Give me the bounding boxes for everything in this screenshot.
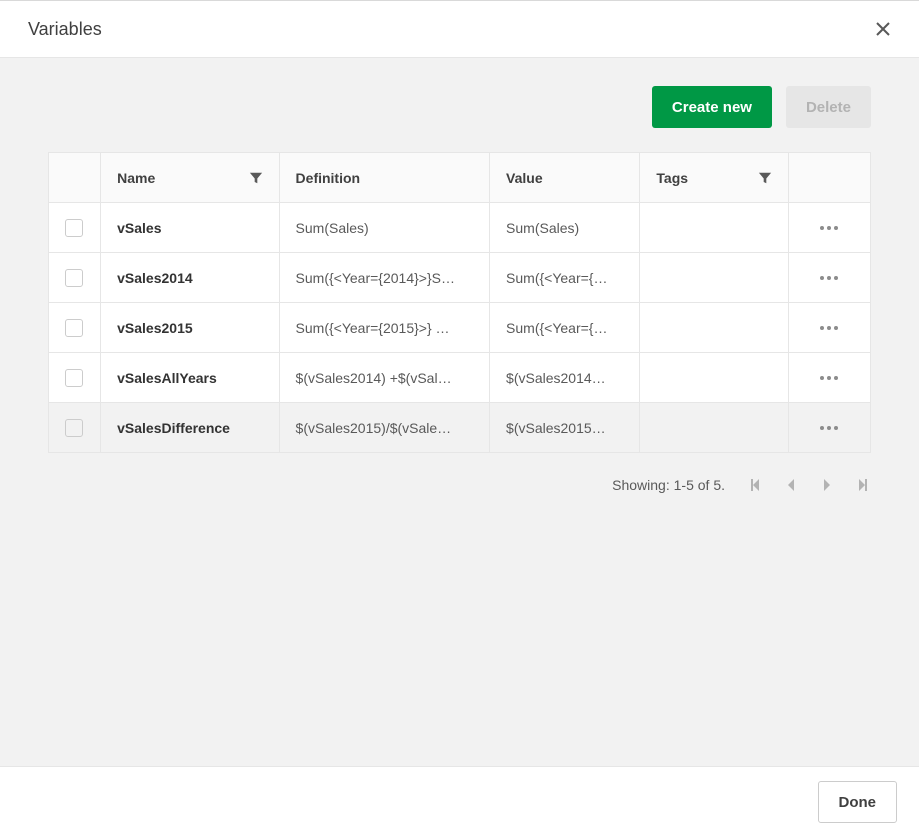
pager-last-button[interactable] [855, 477, 871, 493]
row-menu-button[interactable] [805, 203, 854, 252]
row-value-cell: Sum({<Year={… [490, 303, 640, 353]
row-checkbox-cell[interactable] [49, 253, 101, 303]
pager-next-button[interactable] [819, 477, 835, 493]
checkbox[interactable] [65, 269, 83, 287]
row-actions-cell [788, 203, 870, 253]
row-actions-cell [788, 403, 870, 453]
ellipsis-icon [819, 425, 839, 431]
row-value-cell: Sum({<Year={… [490, 253, 640, 303]
row-checkbox-cell[interactable] [49, 403, 101, 453]
row-value-cell: Sum(Sales) [490, 203, 640, 253]
dialog-footer: Done [0, 766, 919, 837]
row-definition-cell: Sum({<Year={2015}>} … [279, 303, 490, 353]
column-header-name-label: Name [117, 170, 155, 186]
table-body: vSalesSum(Sales)Sum(Sales)vSales2014Sum(… [49, 203, 871, 453]
dialog-header: Variables [0, 1, 919, 58]
column-header-value[interactable]: Value [490, 153, 640, 203]
table-row[interactable]: vSales2014Sum({<Year={2014}>}S…Sum({<Yea… [49, 253, 871, 303]
column-header-definition-label: Definition [296, 170, 361, 186]
close-button[interactable] [869, 15, 897, 43]
table-header-row: Name Definition Value T [49, 153, 871, 203]
row-name-cell: vSales2014 [101, 253, 279, 303]
row-definition-cell: $(vSales2014) +$(vSal… [279, 353, 490, 403]
create-new-button[interactable]: Create new [652, 86, 772, 128]
column-header-definition[interactable]: Definition [279, 153, 490, 203]
chevron-first-icon [747, 477, 763, 493]
ellipsis-icon [819, 225, 839, 231]
column-header-tags[interactable]: Tags [640, 153, 788, 203]
done-button[interactable]: Done [818, 781, 898, 823]
ellipsis-icon [819, 375, 839, 381]
checkbox[interactable] [65, 219, 83, 237]
row-name-cell: vSalesAllYears [101, 353, 279, 403]
row-menu-button[interactable] [805, 403, 854, 452]
row-menu-button[interactable] [805, 303, 854, 352]
row-name-cell: vSalesDifference [101, 403, 279, 453]
ellipsis-icon [819, 275, 839, 281]
row-actions-cell [788, 353, 870, 403]
chevron-left-icon [783, 477, 799, 493]
pager-prev-button[interactable] [783, 477, 799, 493]
column-header-name[interactable]: Name [101, 153, 279, 203]
row-checkbox-cell[interactable] [49, 203, 101, 253]
pager-controls [747, 477, 871, 493]
toolbar: Create new Delete [48, 86, 871, 128]
chevron-last-icon [855, 477, 871, 493]
column-header-checkbox [49, 153, 101, 203]
checkbox[interactable] [65, 419, 83, 437]
table-row[interactable]: vSalesDifference$(vSales2015)/$(vSale…$(… [49, 403, 871, 453]
row-tags-cell [640, 353, 788, 403]
row-tags-cell [640, 203, 788, 253]
row-definition-cell: $(vSales2015)/$(vSale… [279, 403, 490, 453]
table-row[interactable]: vSalesSum(Sales)Sum(Sales) [49, 203, 871, 253]
ellipsis-icon [819, 325, 839, 331]
column-header-tags-label: Tags [656, 170, 688, 186]
close-icon [875, 21, 891, 37]
pager-status: Showing: 1-5 of 5. [612, 477, 725, 493]
filter-icon[interactable] [249, 171, 263, 185]
checkbox[interactable] [65, 369, 83, 387]
row-value-cell: $(vSales2015… [490, 403, 640, 453]
variables-dialog: Variables Create new Delete Name [0, 0, 919, 837]
row-checkbox-cell[interactable] [49, 303, 101, 353]
dialog-title: Variables [28, 19, 102, 40]
pager-first-button[interactable] [747, 477, 763, 493]
row-actions-cell [788, 303, 870, 353]
table-row[interactable]: vSalesAllYears$(vSales2014) +$(vSal…$(vS… [49, 353, 871, 403]
chevron-right-icon [819, 477, 835, 493]
row-menu-button[interactable] [805, 253, 854, 302]
row-tags-cell [640, 403, 788, 453]
dialog-body: Create new Delete Name D [0, 58, 919, 766]
row-value-cell: $(vSales2014… [490, 353, 640, 403]
row-actions-cell [788, 253, 870, 303]
row-name-cell: vSales2015 [101, 303, 279, 353]
pager: Showing: 1-5 of 5. [48, 477, 871, 493]
variables-table: Name Definition Value T [48, 152, 871, 453]
table-row[interactable]: vSales2015Sum({<Year={2015}>} …Sum({<Yea… [49, 303, 871, 353]
row-definition-cell: Sum({<Year={2014}>}S… [279, 253, 490, 303]
row-menu-button[interactable] [805, 353, 854, 402]
row-name-cell: vSales [101, 203, 279, 253]
filter-icon[interactable] [758, 171, 772, 185]
delete-button: Delete [786, 86, 871, 128]
checkbox[interactable] [65, 319, 83, 337]
column-header-actions [788, 153, 870, 203]
row-tags-cell [640, 253, 788, 303]
column-header-value-label: Value [506, 170, 543, 186]
row-definition-cell: Sum(Sales) [279, 203, 490, 253]
row-checkbox-cell[interactable] [49, 353, 101, 403]
row-tags-cell [640, 303, 788, 353]
